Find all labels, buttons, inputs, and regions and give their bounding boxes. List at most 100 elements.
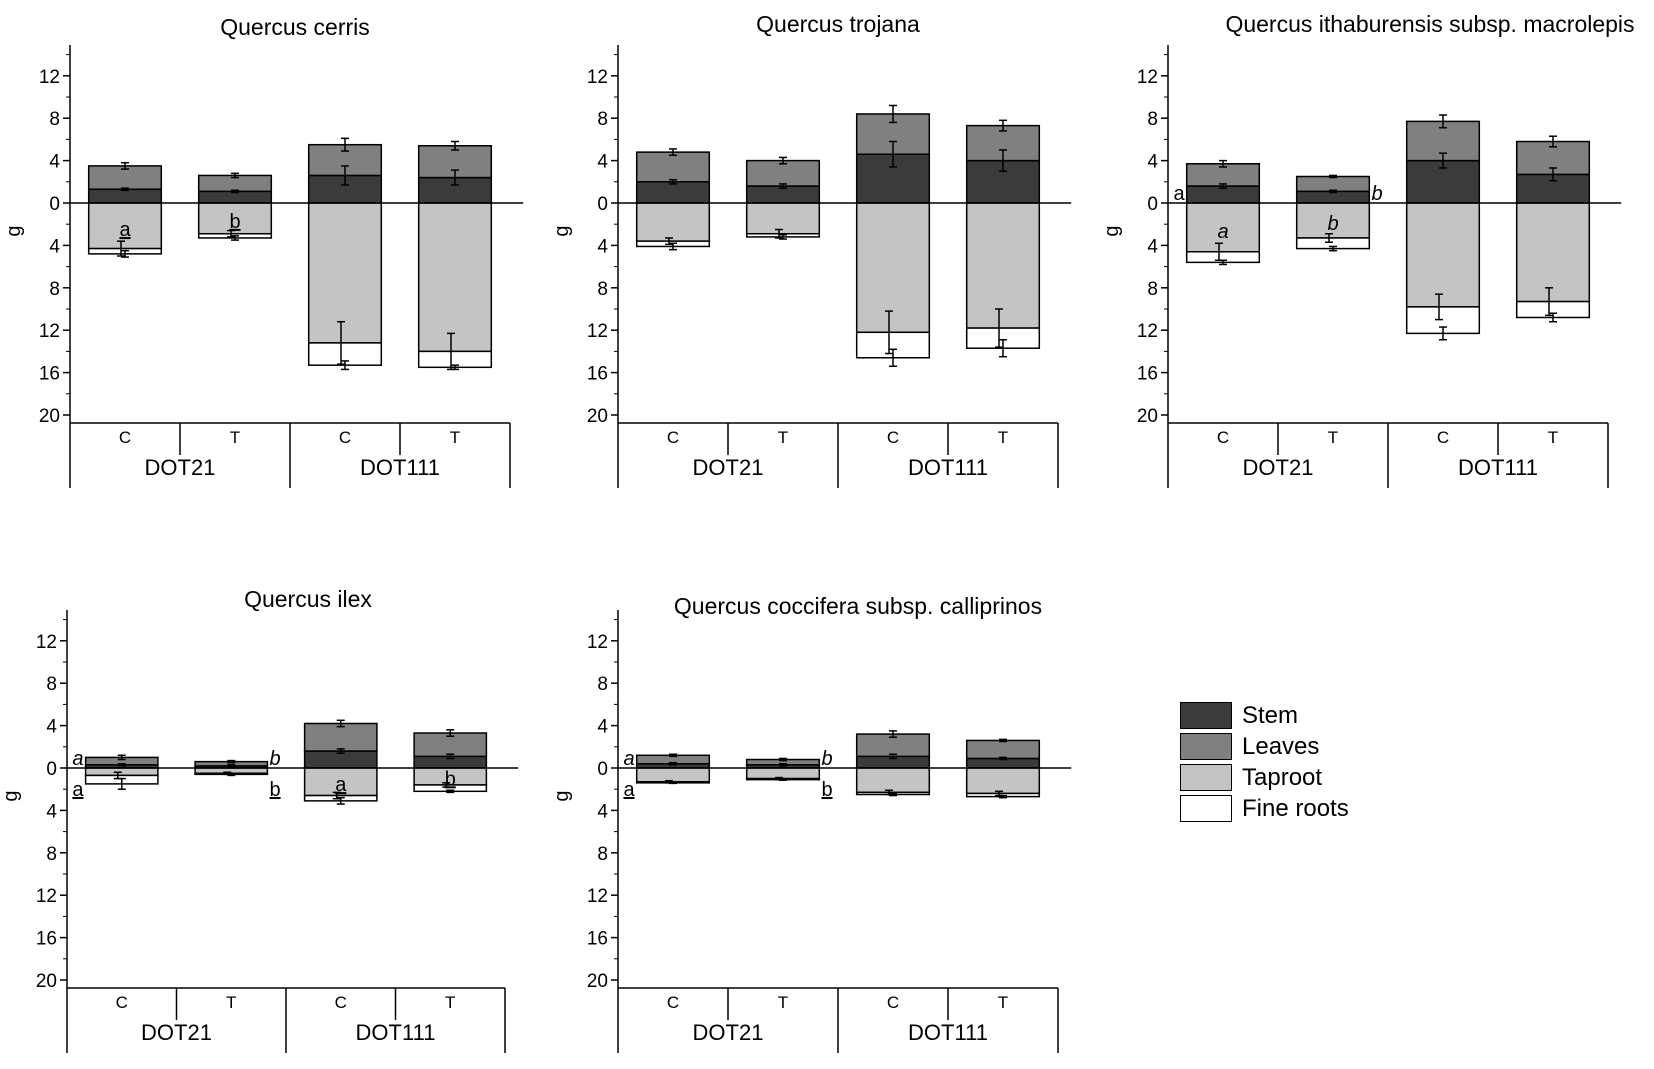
x-tick-label: T — [778, 428, 788, 447]
x-tick-label: C — [119, 428, 131, 447]
x-tick-label: C — [887, 993, 899, 1012]
x-tick-label: T — [1328, 428, 1338, 447]
x-tick-label: T — [230, 428, 240, 447]
y-axis-label: g — [1101, 225, 1123, 236]
bar-leaves — [965, 739, 1041, 760]
bar-taproot — [635, 767, 711, 783]
bar-taproot — [417, 202, 493, 353]
chart-panel-2: Quercus trojana 12 8 4 0 4 8 12 16 20 g C T C T DOT21 DO… — [551, 11, 1072, 488]
x-tick-label: C — [667, 428, 679, 447]
y-tick-label: 4 — [597, 801, 608, 822]
significance-letter: b — [445, 768, 456, 790]
x-tick-label: T — [1548, 428, 1558, 447]
legend-item-fine-roots: Fine roots — [1180, 793, 1349, 824]
significance-letter: b — [821, 779, 832, 801]
significance-letter: b — [269, 748, 280, 770]
significance-letter: b — [1371, 183, 1382, 205]
x-group-label: DOT111 — [1458, 455, 1538, 480]
y-tick-label: 4 — [46, 717, 57, 738]
bar-taproot — [855, 767, 931, 794]
bar-leaves — [635, 151, 711, 183]
y-axis-label: g — [551, 790, 573, 801]
y-tick-label: 0 — [1147, 194, 1158, 215]
x-tick-label: T — [450, 428, 460, 447]
y-tick-label: 16 — [1137, 364, 1158, 385]
y-tick-label: 0 — [597, 194, 608, 215]
x-tick-label: T — [445, 993, 455, 1012]
chart-title: Quercus coccifera subsp. calliprinos — [674, 593, 1042, 619]
y-tick-label: 16 — [587, 929, 608, 950]
y-tick-label: 4 — [46, 801, 57, 822]
y-tick-label: 12 — [36, 886, 57, 907]
chart-panel-5: Quercus coccifera subsp. calliprinos 12 8 4… — [551, 593, 1072, 1053]
significance-letter: b — [229, 211, 240, 233]
x-tick-label: T — [998, 993, 1008, 1012]
bar-taproot — [635, 202, 711, 242]
legend-label-leaves: Leaves — [1242, 732, 1320, 760]
chart-title: Quercus ilex — [244, 586, 372, 612]
legend: Stem Leaves Taproot Fine roots — [1180, 700, 1349, 824]
y-tick-label: 12 — [587, 321, 608, 342]
bar-taproot — [307, 202, 383, 344]
y-tick-label: 0 — [46, 759, 57, 780]
y-tick-label: 12 — [587, 67, 608, 88]
y-tick-label: 16 — [36, 929, 57, 950]
bar-stem — [87, 188, 163, 204]
y-tick-label: 4 — [1147, 152, 1158, 173]
chart-title: Quercus cerris — [220, 14, 370, 40]
bar-taproot — [1295, 202, 1371, 239]
y-tick-label: 20 — [1137, 406, 1158, 427]
y-axis-label: g — [551, 225, 573, 236]
bar-fine-roots — [855, 331, 931, 359]
x-group-label: DOT111 — [908, 1020, 988, 1045]
chart-title: Quercus ithaburensis subsp. macrolepis — [1225, 11, 1634, 37]
significance-letter: a — [1173, 183, 1185, 205]
bar-stem — [635, 181, 711, 204]
significance-letter: a — [119, 219, 131, 241]
x-group-label: DOT111 — [908, 455, 988, 480]
significance-letter: a — [72, 748, 83, 770]
x-group-label: DOT21 — [693, 455, 764, 480]
y-tick-label: 8 — [1147, 279, 1158, 300]
y-tick-label: 8 — [597, 844, 608, 865]
y-tick-label: 8 — [46, 674, 57, 695]
bar-leaves — [303, 722, 378, 752]
chart-title: Quercus trojana — [756, 11, 920, 37]
y-tick-label: 4 — [1147, 236, 1158, 257]
y-tick-label: 4 — [597, 152, 608, 173]
x-tick-label: C — [887, 428, 899, 447]
y-tick-label: 16 — [39, 364, 60, 385]
x-tick-label: C — [1437, 428, 1449, 447]
significance-letter: b — [821, 748, 832, 770]
y-tick-label: 4 — [597, 236, 608, 257]
x-tick-label: C — [335, 993, 347, 1012]
y-tick-label: 20 — [587, 971, 608, 992]
y-axis-label: g — [3, 225, 25, 236]
legend-item-leaves: Leaves — [1180, 731, 1349, 762]
legend-label-fine-roots: Fine roots — [1242, 794, 1349, 822]
bar-taproot — [855, 202, 931, 334]
legend-swatch-leaves — [1180, 733, 1232, 760]
x-tick-label: C — [339, 428, 351, 447]
significance-letter: a — [623, 779, 635, 801]
y-tick-label: 20 — [39, 406, 60, 427]
legend-label-taproot: Taproot — [1242, 763, 1323, 791]
bar-taproot — [1515, 202, 1591, 303]
legend-swatch-fine-roots — [1180, 795, 1232, 822]
x-tick-label: C — [667, 993, 679, 1012]
x-tick-label: T — [998, 428, 1008, 447]
significance-letter: b — [269, 779, 280, 801]
bar-leaves — [1295, 175, 1371, 193]
y-tick-label: 0 — [597, 759, 608, 780]
y-tick-label: 12 — [1137, 321, 1158, 342]
significance-letter: b — [1327, 213, 1338, 235]
y-tick-label: 8 — [49, 109, 60, 130]
significance-letter: a — [1217, 221, 1228, 243]
bar-leaves — [417, 145, 493, 179]
legend-swatch-stem — [1180, 702, 1232, 729]
bar-taproot — [1405, 202, 1481, 308]
x-group-label: DOT21 — [1243, 455, 1314, 480]
y-tick-label: 12 — [39, 67, 60, 88]
y-tick-label: 20 — [587, 406, 608, 427]
